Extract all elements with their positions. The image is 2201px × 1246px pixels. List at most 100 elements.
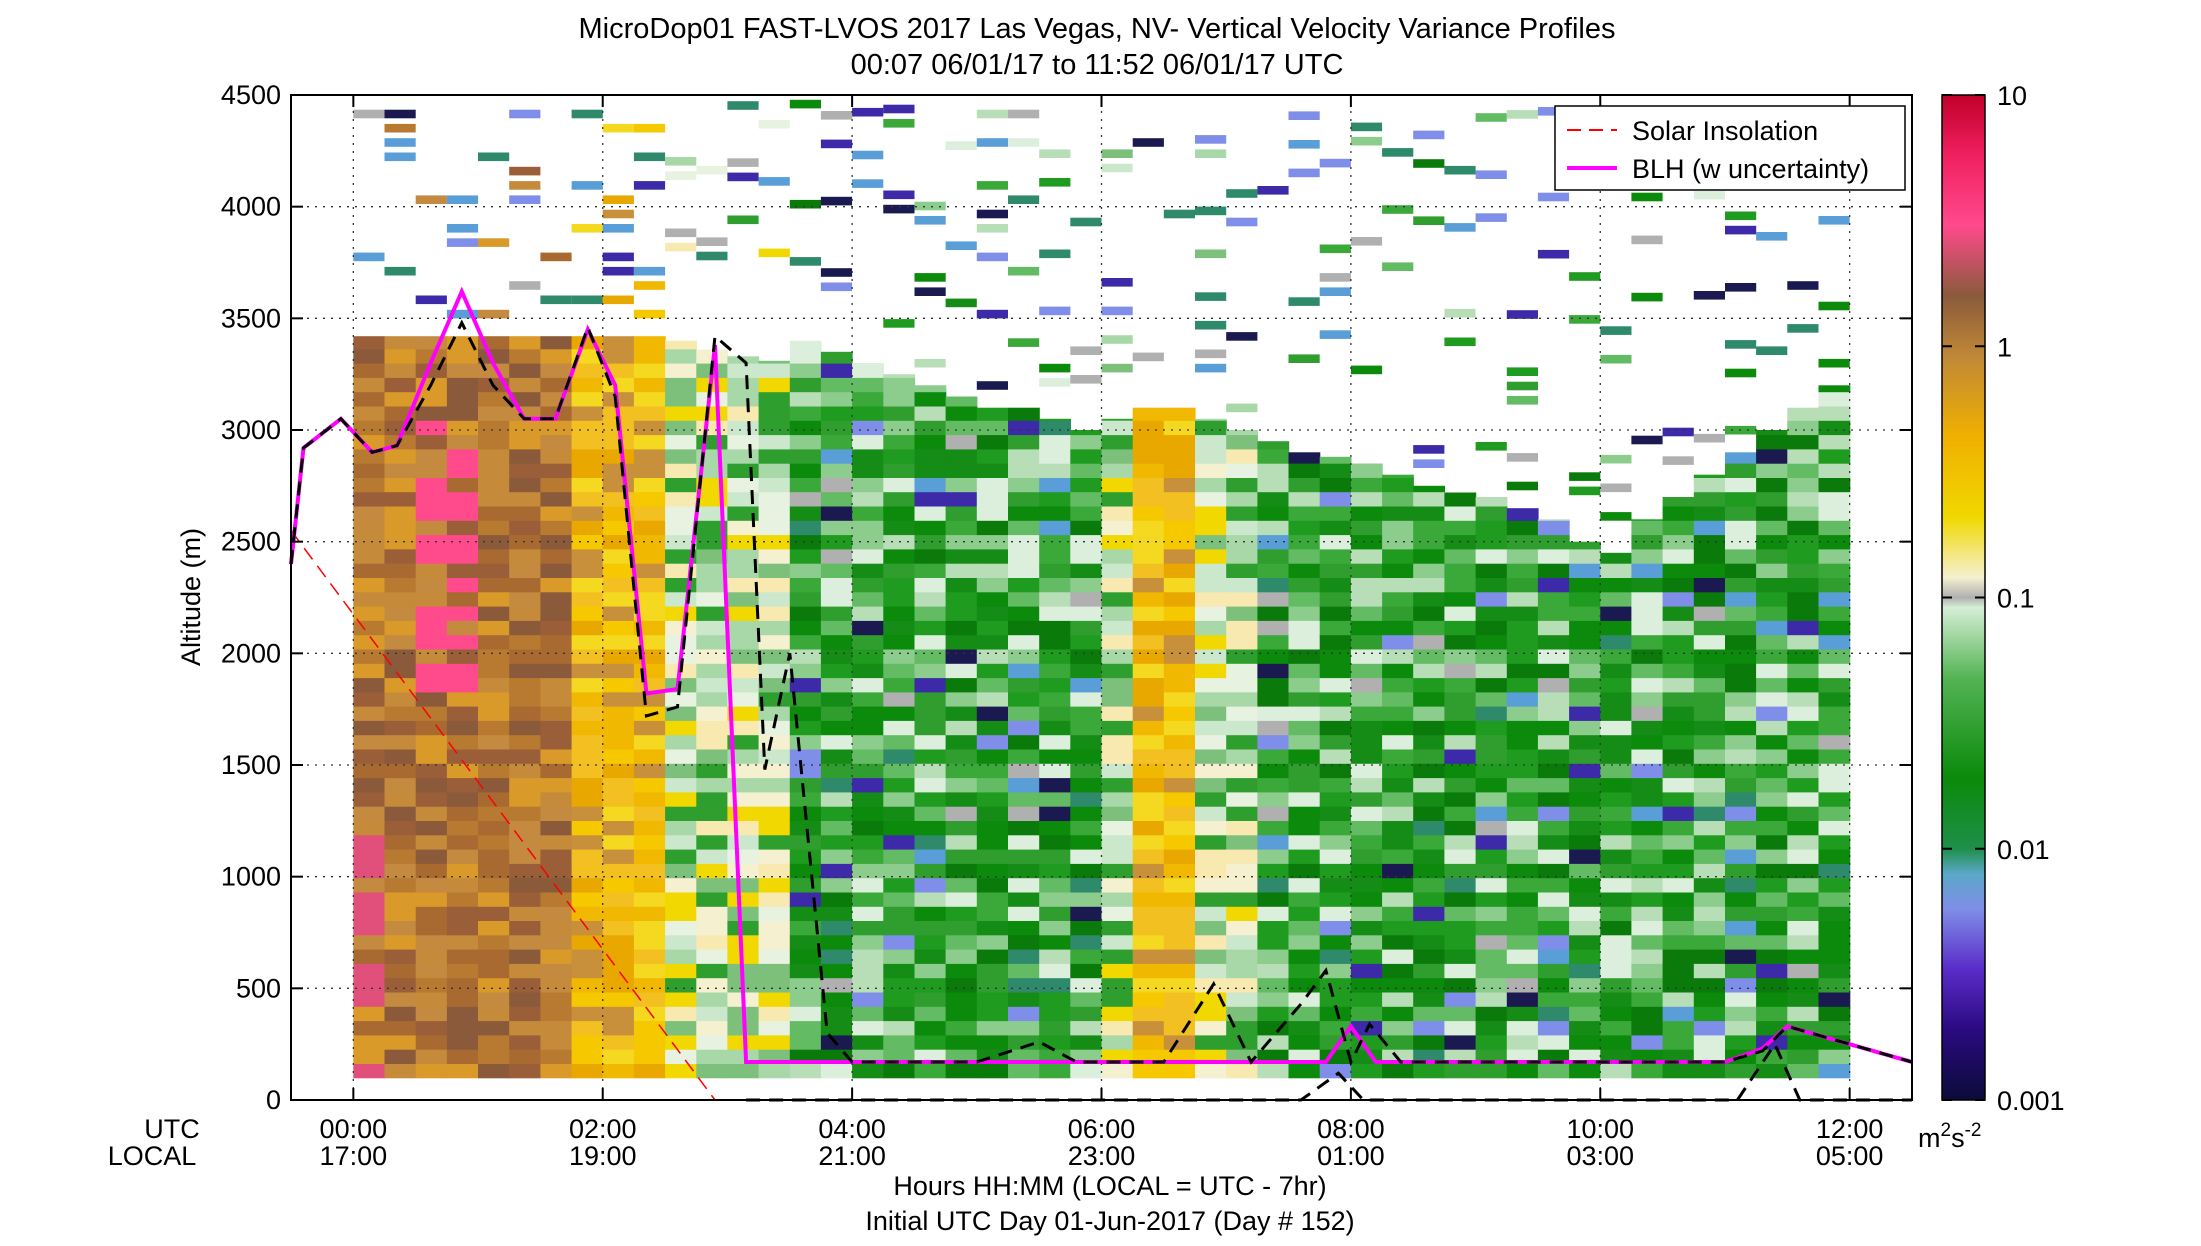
heat-cell xyxy=(727,634,760,650)
heat-cell xyxy=(1693,963,1726,979)
heat-cell xyxy=(1070,963,1103,979)
heat-cell xyxy=(478,920,510,936)
heat-cell xyxy=(1475,748,1508,764)
heat-cell xyxy=(883,634,916,650)
heat-cell xyxy=(415,734,448,750)
heat-cell xyxy=(1288,806,1321,821)
heat-cell xyxy=(415,448,448,464)
heat-cell xyxy=(976,977,1009,993)
heat-cell xyxy=(1101,306,1133,316)
heat-cell xyxy=(1818,634,1851,650)
heat-cell xyxy=(696,763,729,779)
heat-cell xyxy=(1288,168,1320,178)
heat-cell xyxy=(852,420,884,436)
heat-cell xyxy=(633,336,666,350)
heat-cell xyxy=(1631,691,1664,707)
heat-cell xyxy=(1101,977,1134,993)
heat-cell xyxy=(1693,491,1726,507)
heat-cell xyxy=(1725,849,1757,864)
heat-cell xyxy=(353,606,386,621)
heat-cell xyxy=(789,763,822,779)
heat-cell xyxy=(727,806,760,821)
x-tick-label-utc: 08:00 xyxy=(1317,1114,1385,1144)
heat-cell xyxy=(758,977,791,993)
heat-cell xyxy=(384,963,417,979)
heat-cell xyxy=(602,252,634,262)
heat-cell xyxy=(353,963,386,979)
heat-cell xyxy=(540,477,573,493)
heat-cell xyxy=(852,1020,884,1036)
heat-cell xyxy=(1008,109,1040,119)
heat-cell xyxy=(852,877,884,893)
heat-cell xyxy=(1444,620,1477,636)
heat-cell xyxy=(353,109,385,119)
heat-cell xyxy=(540,963,573,979)
heat-cell xyxy=(1319,849,1352,864)
heat-cell xyxy=(1600,691,1633,707)
heat-cell xyxy=(1163,720,1196,736)
heat-cell xyxy=(1257,186,1289,195)
heat-cell xyxy=(446,195,479,204)
heat-cell xyxy=(353,377,386,393)
heat-cell xyxy=(820,463,853,478)
heat-cell xyxy=(1475,791,1508,807)
heat-cell xyxy=(1008,534,1040,550)
heat-cell xyxy=(789,648,822,664)
heat-cell xyxy=(1101,1020,1134,1036)
heat-cell xyxy=(1070,1063,1103,1079)
heat-cell xyxy=(633,849,666,864)
heat-cell xyxy=(1818,648,1851,664)
heat-cell xyxy=(1101,420,1134,436)
heat-cell xyxy=(1506,591,1539,607)
heat-cell xyxy=(883,934,916,950)
heat-cell xyxy=(1725,225,1757,235)
heat-cell xyxy=(384,336,417,350)
heat-cell xyxy=(633,391,666,407)
heat-cell xyxy=(1569,777,1601,793)
heat-cell xyxy=(1787,1006,1820,1022)
heat-cell xyxy=(1350,834,1383,850)
heat-cell xyxy=(696,977,729,993)
heat-cell xyxy=(571,849,604,864)
heat-cell xyxy=(1506,606,1539,621)
heat-cell xyxy=(976,663,1009,679)
heat-cell xyxy=(633,991,666,1007)
heat-cell xyxy=(415,891,448,907)
heat-cell xyxy=(446,834,479,850)
heat-cell xyxy=(1163,648,1196,664)
heat-cell xyxy=(665,820,697,836)
heat-cell xyxy=(1444,806,1477,821)
heat-cell xyxy=(1257,477,1290,493)
heat-cell xyxy=(1413,891,1445,907)
heat-cell xyxy=(1506,1006,1539,1022)
heat-cell xyxy=(1475,706,1508,721)
heat-cell xyxy=(1382,849,1414,864)
heat-cell xyxy=(665,1063,697,1079)
heat-cell xyxy=(633,348,666,364)
heat-cell xyxy=(1195,448,1227,464)
heat-cell xyxy=(384,448,417,464)
heat-cell xyxy=(1350,748,1383,764)
heat-cell xyxy=(1413,963,1445,979)
heat-cell xyxy=(945,534,978,550)
heat-cell xyxy=(1070,606,1103,621)
heat-cell xyxy=(1475,505,1508,521)
heat-cell xyxy=(820,634,853,650)
heat-cell xyxy=(1725,283,1757,292)
heat-cell xyxy=(727,463,760,478)
heat-cell xyxy=(1475,834,1508,850)
heat-cell xyxy=(633,791,666,807)
heat-cell xyxy=(789,663,822,679)
heat-cell xyxy=(446,949,479,964)
heat-cell xyxy=(914,891,947,907)
heat-cell xyxy=(1662,620,1695,636)
heat-cell xyxy=(353,877,386,893)
heat-cell xyxy=(1288,791,1321,807)
heat-cell xyxy=(820,648,853,664)
heat-cell xyxy=(1195,849,1227,864)
heat-cell xyxy=(1039,849,1071,864)
heat-cell xyxy=(727,448,760,464)
heat-cell xyxy=(852,991,884,1007)
heat-cell xyxy=(1693,520,1726,536)
heat-cell xyxy=(602,448,635,464)
